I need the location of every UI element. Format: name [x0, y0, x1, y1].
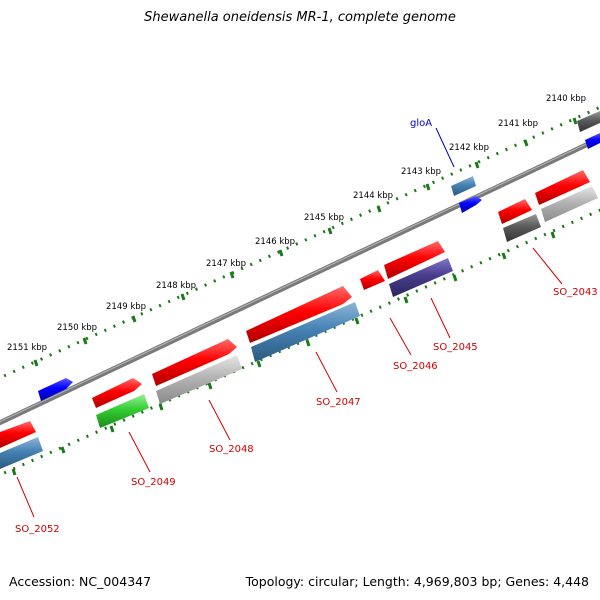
kbp-2144: 2144 kbp — [353, 191, 393, 201]
gene-label-so2045[interactable]: SO_2045 — [433, 342, 478, 353]
kbp-2142: 2142 kbp — [449, 143, 489, 153]
kbp-2149: 2149 kbp — [106, 302, 146, 312]
kbp-2151: 2151 kbp — [7, 343, 47, 353]
backbone-highlight — [0, 136, 600, 423]
gene-feature-darkgrey-outer[interactable] — [577, 111, 600, 132]
kbp-2145: 2145 kbp — [304, 213, 344, 223]
gene-feature-steel-gloa[interactable] — [451, 176, 476, 196]
gloa-leader — [435, 127, 455, 168]
gene-feature-steel-so2047[interactable] — [251, 302, 360, 362]
gene-feature-steel-so2052[interactable] — [0, 437, 43, 469]
major-ticks — [11, 117, 578, 476]
outer-tick-track — [0, 105, 600, 380]
gene-label-so2047[interactable]: SO_2047 — [316, 397, 361, 408]
gene-label-gloa[interactable]: gloA — [410, 118, 432, 129]
accession-text: Accession: NC_004347 — [9, 574, 152, 589]
gene-feature-blue-outer-1[interactable] — [38, 378, 73, 401]
gene-feature-purple-so2045[interactable] — [389, 258, 453, 297]
gene-feature-red-so2048[interactable] — [152, 339, 237, 386]
map-title: Shewanella oneidensis MR-1, complete gen… — [144, 10, 456, 25]
gene-feature-darkgrey-so2043[interactable] — [503, 214, 541, 242]
gene-feature-red-so2047[interactable] — [246, 286, 352, 343]
gene-label-so2046[interactable]: SO_2046 — [393, 361, 438, 372]
gene-feature-red-so2045[interactable] — [384, 241, 445, 279]
gene-label-so2049[interactable]: SO_2049 — [131, 477, 176, 488]
kbp-2150: 2150 kbp — [57, 323, 97, 333]
gene-feature-blue-outer-2[interactable] — [585, 133, 600, 149]
gene-label-so2048[interactable]: SO_2048 — [209, 444, 254, 455]
kbp-2141: 2141 kbp — [498, 119, 538, 129]
gene-label-so2052[interactable]: SO_2052 — [15, 524, 60, 535]
gene-feature-grey-so2048[interactable] — [156, 355, 242, 404]
kbp-2148: 2148 kbp — [156, 281, 196, 291]
kbp-2143: 2143 kbp — [401, 167, 441, 177]
kbp-2147: 2147 kbp — [206, 259, 246, 269]
genome-summary-text: Topology: circular; Length: 4,969,803 bp… — [245, 574, 589, 589]
gene-feature-blue-gloa-adjacent[interactable] — [459, 196, 482, 213]
gene-feature-red-so2043-b[interactable] — [535, 170, 590, 205]
gene-feature-red-so2046[interactable] — [360, 270, 385, 290]
gene-feature-red-so2043-a[interactable] — [498, 199, 532, 224]
kbp-2140: 2140 kbp — [546, 94, 586, 104]
gene-feature-red-so2049[interactable] — [92, 378, 142, 408]
gene-label-so2043[interactable]: SO_2043 — [553, 287, 598, 298]
kbp-2146: 2146 kbp — [255, 237, 295, 247]
label-leaders — [16, 247, 563, 518]
genome-backbone — [0, 135, 600, 426]
gene-feature-green-so2049[interactable] — [96, 394, 149, 428]
gene-feature-grey-so2043[interactable] — [541, 186, 598, 222]
inner-tick-track — [0, 208, 600, 477]
gene-feature-red-so2052[interactable] — [0, 421, 36, 448]
